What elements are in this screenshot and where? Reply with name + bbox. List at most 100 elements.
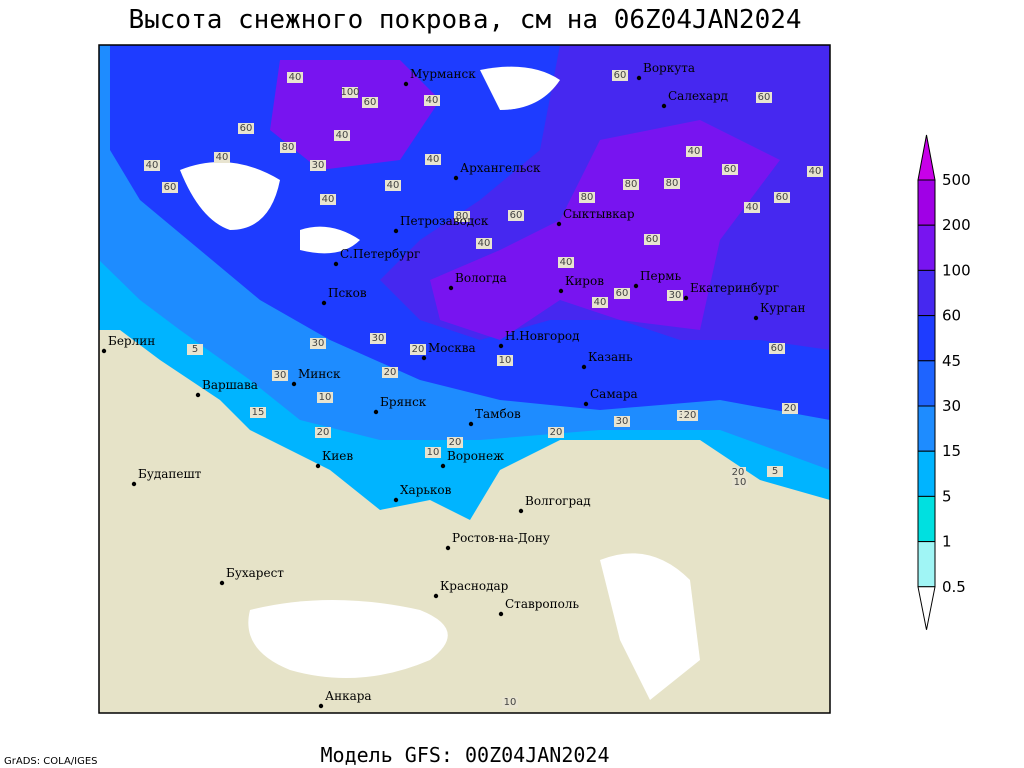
city-dot (333, 261, 339, 267)
contour-label-bg (730, 467, 746, 478)
city-label: Берлин (108, 334, 155, 348)
contour-label: 20 (550, 427, 563, 438)
city-dot (753, 315, 759, 321)
contour-label-bg (280, 142, 296, 153)
colorbar-box (917, 495, 936, 543)
city-dot (321, 300, 327, 306)
contour-label-bg (287, 72, 303, 83)
city-dot (195, 392, 201, 398)
contour-label: 10 (499, 355, 512, 366)
contour-label: 10 (504, 697, 517, 708)
contour-label: 40 (594, 297, 607, 308)
map (98, 44, 831, 714)
white-sea (480, 66, 560, 110)
colorbar-box (917, 541, 936, 588)
contour-label: 40 (216, 152, 229, 163)
contour-label: 80 (456, 211, 469, 222)
colorbar-box (917, 450, 936, 497)
contour-label-bg (497, 355, 513, 366)
city-label: Мурманск (410, 67, 476, 81)
contour-label: 5 (772, 466, 778, 477)
colorbar-label: 60 (942, 307, 961, 325)
city-dot (683, 295, 689, 301)
city-label: Псков (328, 286, 367, 300)
contour-label: 80 (581, 192, 594, 203)
contour-label-bg (807, 166, 823, 177)
city-dot (498, 343, 504, 349)
contour-label-bg (370, 333, 386, 344)
colorbar-bottom (917, 586, 936, 630)
city-label: Брянск (380, 395, 427, 409)
contour-label-bg (667, 290, 683, 301)
city-label: Киров (565, 274, 604, 288)
city-dot (440, 463, 446, 469)
contour-label: 60 (771, 343, 784, 354)
contour-label-bg (644, 234, 660, 245)
contour-label: 80 (666, 178, 679, 189)
contour-label: 40 (387, 180, 400, 191)
colorbar-label: 100 (942, 261, 971, 279)
map-frame (98, 44, 831, 714)
city-dot (558, 288, 564, 294)
contour-label-bg (342, 87, 358, 98)
contour-label-bg (774, 192, 790, 203)
city-dot (393, 497, 399, 503)
contour-label-bg (476, 238, 492, 249)
contour-label-bg (782, 403, 798, 414)
contour-label-bg (592, 297, 608, 308)
contour-label-bg (614, 416, 630, 427)
baltic-sea (180, 162, 360, 254)
city-dot (433, 593, 439, 599)
colorbar-label: 5 (942, 487, 952, 505)
contour-label: 30 (372, 333, 385, 344)
city-dot (448, 285, 454, 291)
contour-label-bg (315, 427, 331, 438)
contour-label-bg (272, 370, 288, 381)
contour-label-bg (612, 70, 628, 81)
colorbar-top (917, 134, 936, 181)
city-dot (498, 611, 504, 617)
city-dot (556, 221, 562, 227)
contour-label: 10 (734, 477, 747, 488)
contour-label-bg (144, 160, 160, 171)
contour-label-bg (317, 392, 333, 403)
city-label: Салехард (668, 89, 728, 103)
contour-label-bg (744, 202, 760, 213)
colorbar-box (917, 360, 936, 407)
contour-label-bg (310, 160, 326, 171)
city-label: Самара (590, 387, 638, 401)
city-label: Варшава (202, 378, 258, 392)
city-dot (315, 463, 321, 469)
city-dot (131, 481, 137, 487)
city-dot (219, 580, 225, 586)
contour-label: 40 (560, 257, 573, 268)
city-label: Воронеж (447, 449, 504, 463)
city-dot (661, 103, 667, 109)
contour-label-bg (382, 367, 398, 378)
city-dot (393, 228, 399, 234)
contour-label: 15 (252, 407, 265, 418)
colorbar-box (917, 224, 936, 271)
city-dot (373, 409, 379, 415)
contour-label: 60 (724, 164, 737, 175)
contour-label-bg (334, 130, 350, 141)
contour-label-bg (623, 179, 639, 190)
city-dot (633, 283, 639, 289)
city-dot (421, 355, 427, 361)
colorbar-label: 200 (942, 216, 971, 234)
colorbar-box (917, 179, 936, 226)
contour-label: 60 (164, 182, 177, 193)
city-label: Петрозаводск (400, 214, 489, 228)
contour-label-bg (385, 180, 401, 191)
contour-label: 60 (758, 92, 771, 103)
city-label: С.Петербург (340, 247, 420, 261)
contour-label-bg (447, 437, 463, 448)
contour-label: 60 (616, 288, 629, 299)
contour-label-bg (214, 152, 230, 163)
city-dot (318, 703, 324, 709)
city-label: Киев (322, 449, 353, 463)
contour-label: 60 (646, 234, 659, 245)
contour-label: 40 (322, 194, 335, 205)
